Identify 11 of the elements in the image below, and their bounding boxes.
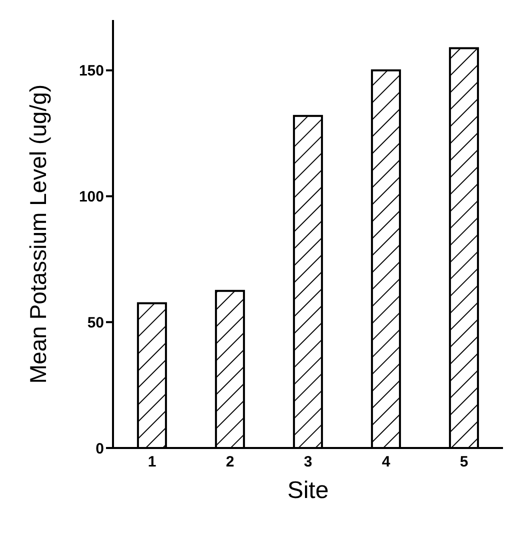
x-tick-label: 4 xyxy=(382,454,391,471)
x-tick-label: 3 xyxy=(304,454,312,471)
y-tick-label: 100 xyxy=(78,188,104,206)
y-tick-label: 50 xyxy=(87,314,104,332)
y-tick-label: 150 xyxy=(78,62,104,80)
x-axis-title: Site xyxy=(287,477,329,504)
y-tick-label: 0 xyxy=(96,440,104,458)
x-tick-label: 1 xyxy=(148,454,156,471)
y-axis-title: Mean Potassium Level (ug/g) xyxy=(25,84,51,384)
x-tick-label: 5 xyxy=(460,454,468,471)
x-tick-label: 2 xyxy=(226,454,234,471)
